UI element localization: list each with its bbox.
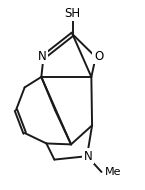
Text: O: O — [94, 50, 103, 63]
Text: SH: SH — [64, 7, 81, 20]
Text: Me: Me — [105, 167, 122, 177]
Text: N: N — [84, 150, 93, 163]
Text: N: N — [38, 50, 46, 63]
